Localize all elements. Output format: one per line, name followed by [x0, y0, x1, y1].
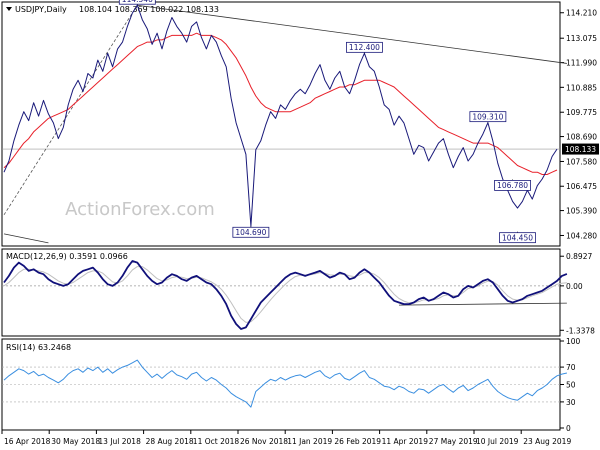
- price-header: USDJPY,Daily 108.104 108.369 108.022 108…: [6, 5, 219, 14]
- dropdown-triangle-icon: [6, 7, 12, 11]
- macd-plot: [2, 260, 568, 330]
- annotation-label-0: 114.546: [122, 0, 153, 4]
- x-tick-label-6: 11 Jan 2019: [287, 437, 332, 446]
- price-y-tick-label-0: 104.280: [566, 231, 597, 240]
- price-y-tick-label-1: 105.390: [566, 207, 597, 216]
- macd-y-tick-label-1: 0.00: [566, 282, 583, 291]
- annotation-label-4: 109.310: [472, 112, 503, 121]
- annotation-box-1: [232, 226, 270, 238]
- trendline-0: [137, 4, 567, 64]
- ohlc-readout: 108.104 108.369 108.022 108.133: [79, 5, 219, 14]
- price-y-tick-label-4: 108.690: [566, 133, 597, 142]
- trendline-1: [3, 4, 138, 216]
- annotation-label-1: 104.690: [235, 228, 266, 237]
- macd-trendline: [398, 302, 567, 306]
- x-tick-label-11: 23 Aug 2019: [523, 437, 571, 446]
- current-price-label: 108.133: [565, 145, 596, 154]
- macd-y-tick-label-2: -1.3378: [566, 326, 595, 335]
- annotation-box-4: [469, 111, 507, 123]
- price-y-tick-label-8: 113.075: [566, 34, 597, 43]
- price-y-tick-label-6: 110.885: [566, 83, 597, 92]
- x-tick-label-1: 30 May 2018: [51, 437, 100, 446]
- annotation-label-2: 112.400: [349, 43, 380, 52]
- trendline-2: [3, 233, 49, 244]
- price-panel-frame: [1, 1, 561, 247]
- current-price-box: [562, 143, 599, 155]
- price-y-tick-label-2: 106.475: [566, 182, 597, 191]
- rsi-y-tick-label-0: 100: [566, 337, 581, 346]
- sma-line: [3, 32, 558, 175]
- macd-y-axis: 0.8927 0.00 -1.3378: [560, 252, 595, 335]
- x-tick-label-3: 28 Aug 2018: [146, 437, 194, 446]
- price-y-tick-label-5: 109.775: [566, 108, 597, 117]
- watermark: ActionForex.com: [65, 199, 215, 220]
- rsi-panel-frame: [1, 338, 561, 431]
- annotation-label-3: 106.780: [497, 181, 528, 190]
- rsi-y-axis: 100 70 50 30 0: [560, 337, 581, 433]
- macd-label: MACD(12,26,9) 0.3591 0.0966: [6, 252, 128, 261]
- rsi-line: [3, 359, 568, 408]
- x-tick-label-4: 11 Oct 2018: [193, 437, 240, 446]
- macd-line: [3, 260, 568, 330]
- x-tick-label-10: 10 Jul 2019: [476, 437, 519, 446]
- x-tick-label-5: 26 Nov 2018: [240, 437, 288, 446]
- annotation-box-0: [118, 0, 156, 5]
- rsi-y-tick-label-1: 70: [566, 363, 576, 372]
- rsi-label: RSI(14) 63.2468: [6, 343, 71, 352]
- annotation-label-5: 104.450: [502, 233, 533, 242]
- price-y-tick-label-3: 107.580: [566, 157, 597, 166]
- macd-panel-frame: [1, 248, 561, 337]
- price-annotations: 114.546 104.690 112.400 106.780 109.310 104.4…: [118, 0, 536, 244]
- rsi-y-tick-label-3: 30: [566, 398, 576, 407]
- price-plot: 108.133: [2, 4, 599, 244]
- annotation-box-3: [494, 180, 531, 191]
- rsi-y-tick-label-4: 0: [566, 424, 571, 433]
- macd-y-tick-label-0: 0.8927: [566, 252, 592, 261]
- price-line: [3, 4, 558, 227]
- x-tick-label-8: 11 Apr 2019: [382, 437, 429, 446]
- rsi-plot: [2, 359, 568, 408]
- symbol-label: USDJPY,Daily: [15, 5, 67, 14]
- annotation-box-2: [346, 41, 383, 53]
- price-y-tick-label-7: 111.990: [566, 59, 597, 68]
- price-y-axis: 104.280 105.390 106.475 107.580 108.690 109.7…: [560, 9, 597, 240]
- x-tick-label-0: 16 Apr 2018: [4, 437, 51, 446]
- price-y-tick-label-9: 114.210: [566, 9, 597, 18]
- x-tick-label-7: 26 Feb 2019: [334, 437, 381, 446]
- x-tick-label-9: 27 May 2019: [429, 437, 478, 446]
- annotation-box-5: [499, 232, 536, 244]
- rsi-y-tick-label-2: 50: [566, 381, 576, 390]
- x-tick-label-2: 13 Jul 2018: [98, 437, 141, 446]
